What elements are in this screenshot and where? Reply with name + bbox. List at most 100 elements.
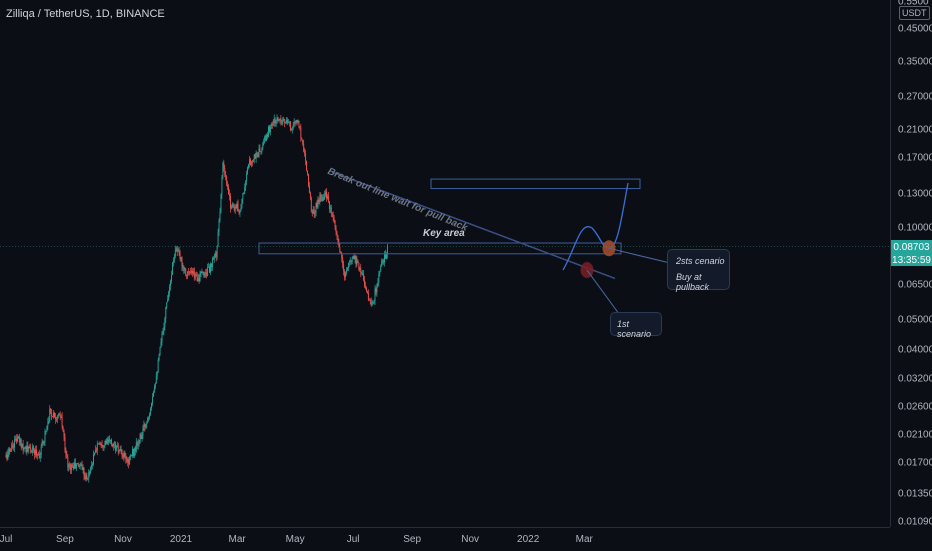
candle-body	[311, 211, 313, 214]
candle-body	[96, 443, 98, 451]
candle-body	[53, 413, 55, 417]
candle-body	[179, 251, 181, 259]
scenario-1-note[interactable]: 1st scenario	[610, 312, 662, 339]
candle-body	[230, 196, 231, 209]
candle-body	[305, 153, 307, 161]
candle-body	[199, 272, 201, 282]
chart-plot[interactable]	[0, 0, 890, 527]
candle-body	[37, 453, 39, 455]
candle-body	[87, 477, 89, 479]
candle-body	[308, 185, 310, 193]
key-area-box	[258, 242, 622, 255]
candle-body	[174, 249, 176, 257]
candle-body	[341, 253, 343, 259]
candle-body	[276, 117, 278, 121]
price-axis-tick: 0.01700	[898, 457, 932, 469]
candle-body	[19, 439, 21, 443]
candle-body	[163, 327, 165, 332]
candle-body	[171, 262, 173, 275]
candle-body	[346, 268, 348, 270]
candle-body	[164, 318, 166, 328]
candle-body	[30, 447, 32, 452]
candle-body	[370, 300, 372, 306]
candle-body	[194, 274, 196, 278]
candle-body	[307, 170, 308, 175]
candle-body	[316, 202, 318, 208]
candle-body	[365, 286, 366, 289]
chart-title[interactable]: Zilliqa / TetherUS, 1D, BINANCE	[6, 8, 165, 20]
candle-body	[206, 272, 208, 276]
candle-body	[94, 452, 95, 455]
candle-body	[6, 454, 8, 460]
candle-body	[152, 392, 154, 397]
candle-body	[360, 267, 362, 273]
candle-body	[218, 220, 220, 233]
candle-body	[237, 203, 239, 212]
candle-body	[183, 266, 185, 271]
candle-body	[320, 194, 322, 198]
candle-body	[54, 413, 55, 418]
candle-body	[15, 438, 16, 440]
candle-body	[52, 416, 54, 418]
candle-body	[340, 252, 342, 254]
candle-body	[215, 253, 217, 257]
candle-body	[359, 267, 361, 270]
candle-body	[142, 427, 144, 436]
candle-body	[135, 442, 137, 452]
candle-body	[65, 450, 67, 456]
price-axis[interactable]: 0.5500 0.45000 0.35000 0.27000 0.21000 0.1700…	[890, 0, 932, 528]
candle-body	[25, 446, 27, 453]
candle-body	[337, 235, 339, 242]
candle-body	[348, 261, 350, 263]
scenario-2-line2: Buy at pullback	[676, 272, 710, 292]
candle-body	[375, 288, 377, 293]
candle-body	[373, 300, 375, 302]
candle-body	[85, 474, 87, 480]
candle-body	[20, 439, 22, 448]
candle-body	[285, 122, 287, 124]
bar-countdown: 13:35:59	[892, 255, 931, 266]
candle-body	[344, 271, 346, 278]
candle-body	[364, 280, 366, 287]
candle-body	[283, 118, 285, 120]
candle-body	[76, 463, 78, 465]
scenario-2-note[interactable]: 2sts cenario Buy at pullback	[667, 249, 730, 292]
candle-body	[202, 272, 204, 273]
candle-body	[43, 441, 45, 444]
candle-body	[118, 450, 120, 453]
candle-body	[253, 154, 255, 161]
candle-body	[61, 416, 63, 427]
candle-body	[201, 271, 203, 273]
candle-body	[334, 220, 336, 227]
candle-body	[34, 449, 35, 455]
candle-body	[343, 264, 345, 272]
candle-body	[38, 453, 40, 459]
candle-body	[73, 466, 74, 469]
currency-unit-badge[interactable]: USDT	[899, 6, 930, 20]
candle-body	[372, 301, 374, 304]
candle-body	[84, 476, 86, 480]
candle-body	[263, 140, 265, 144]
projection-curve	[562, 182, 629, 271]
candle-body	[195, 274, 197, 276]
candle-body	[240, 208, 242, 211]
candle-body	[323, 197, 325, 200]
candle-body	[274, 118, 276, 123]
candle-body	[250, 161, 252, 165]
candle-body	[271, 124, 273, 126]
candle-body	[238, 211, 240, 213]
candle-body	[330, 207, 332, 214]
candle-body	[122, 455, 124, 457]
candle-body	[366, 291, 368, 293]
candle-body	[331, 213, 333, 215]
candle-body	[204, 274, 206, 277]
candle-body	[60, 416, 62, 418]
candle-body	[74, 462, 76, 469]
time-axis[interactable]: Jul Sep Nov 2021 Mar May Jul Sep Nov 2022 Mar	[0, 527, 890, 551]
candle-body	[51, 412, 53, 417]
price-axis-tick: 0.13000	[898, 188, 932, 200]
candle-body	[58, 414, 60, 416]
price-axis-tick: 0.02100	[898, 429, 932, 441]
candle-body	[171, 274, 172, 282]
